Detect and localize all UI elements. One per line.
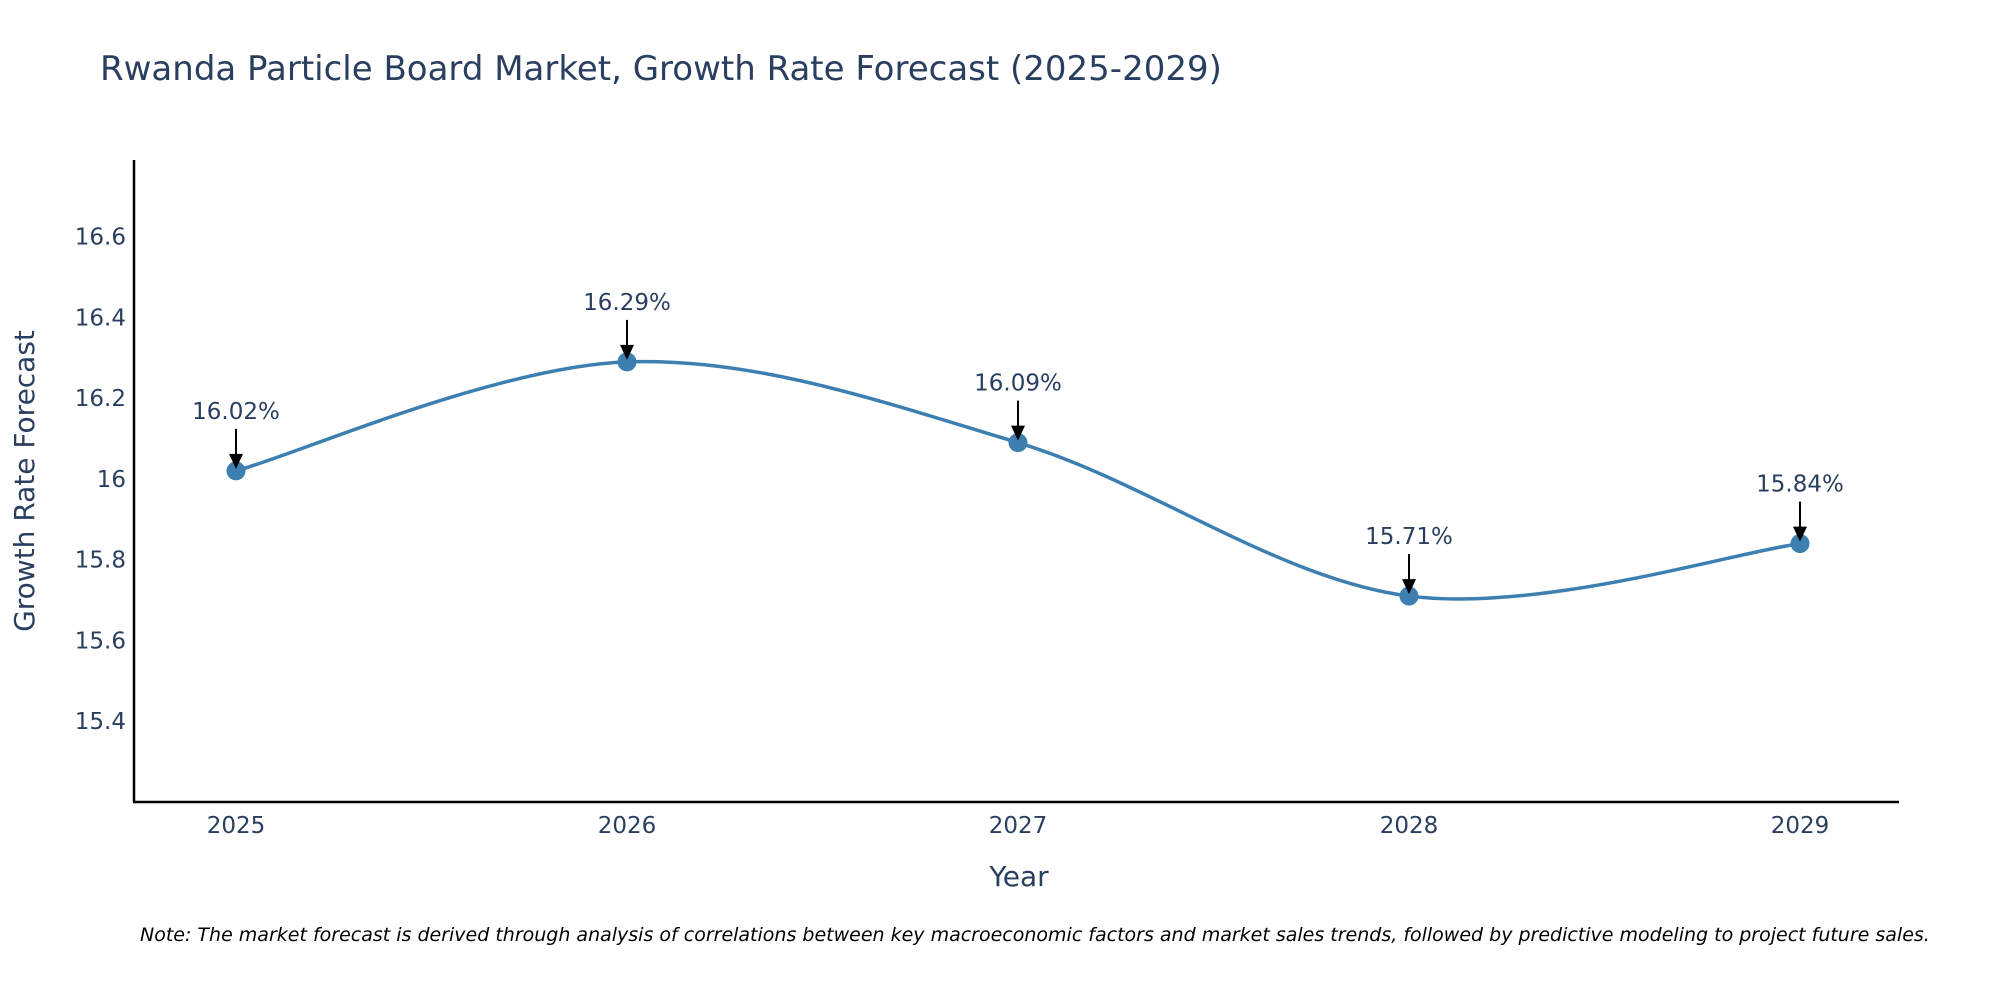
series-line	[235, 359, 1801, 601]
data-point-2026[interactable]	[617, 352, 637, 372]
data-label-2027: 16.09%	[974, 371, 1062, 397]
plot-area: 15.4 15.6 15.8 16 16.2 16.4 16.6 2025 2026 2027 20…	[75, 225, 1844, 839]
x-axis-title: Year	[988, 860, 1049, 893]
data-point-2028[interactable]	[1399, 586, 1419, 606]
data-label-2025: 16.02%	[192, 399, 280, 425]
data-point-2029[interactable]	[1790, 534, 1810, 554]
x-tick-label: 2025	[207, 813, 266, 839]
data-point-2027[interactable]	[1008, 433, 1028, 453]
y-tick-label: 16.6	[75, 225, 126, 251]
x-tick-label: 2029	[1771, 813, 1830, 839]
data-label-2029: 15.84%	[1756, 472, 1844, 498]
data-label-2028: 15.71%	[1365, 524, 1453, 550]
y-tick-label: 15.8	[75, 548, 126, 574]
annotation-arrow-head	[1793, 526, 1807, 542]
annotation-arrow-head	[1011, 425, 1025, 441]
x-tick-label: 2026	[598, 813, 657, 839]
chart-note: Note: The market forecast is derived thr…	[140, 924, 1930, 946]
annotation-arrow-head	[229, 453, 243, 469]
x-tick-label: 2028	[1380, 813, 1439, 839]
y-tick-label: 16	[97, 467, 126, 493]
data-label-2026: 16.29%	[583, 290, 671, 316]
data-point-2025[interactable]	[226, 461, 246, 481]
y-tick-label: 15.6	[75, 628, 126, 654]
annotation-arrow-head	[620, 344, 634, 360]
y-axis-title: Growth Rate Forecast	[8, 330, 41, 632]
y-tick-label: 15.4	[75, 709, 126, 735]
y-tick-label: 16.2	[75, 386, 126, 412]
y-tick-label: 16.4	[75, 305, 126, 331]
annotation-arrow-head	[1402, 579, 1416, 595]
x-tick-label: 2027	[989, 813, 1048, 839]
chart-title: Rwanda Particle Board Market, Growth Rat…	[100, 49, 1222, 89]
